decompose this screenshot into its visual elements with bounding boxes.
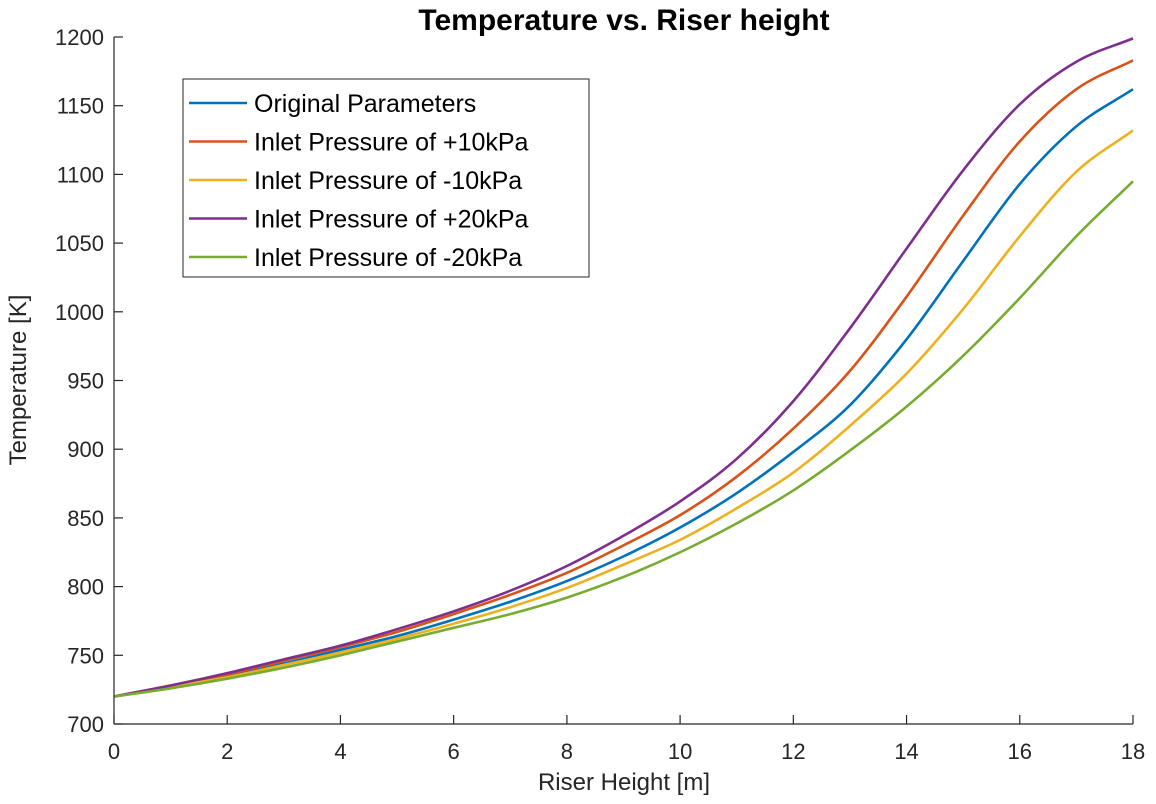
series-line-2 [113,59,1134,698]
series-line-4 [113,37,1134,698]
y-tick-label: 950 [67,369,104,394]
legend-label-3: Inlet Pressure of -10kPa [254,167,522,195]
x-tick-label: 4 [334,739,346,764]
x-tick-label: 2 [221,739,233,764]
x-tick-label: 12 [781,739,805,764]
legend-items: Original Parameters Inlet Pressure of +10… [189,90,529,272]
y-axis-title: Temperature [K] [5,295,32,466]
y-tick-label: 750 [67,643,104,668]
x-tick-label: 14 [894,739,918,764]
series-line-1 [113,88,1134,698]
x-tick-label: 0 [108,739,120,764]
x-tick-label: 16 [1008,739,1032,764]
legend-box [182,78,590,278]
y-tick-label: 850 [67,506,104,531]
series-line-3 [113,129,1134,698]
y-tick-label: 800 [67,575,104,600]
y-tick-label: 1000 [55,300,104,325]
x-tick-label: 18 [1121,739,1145,764]
axes: 0 2 4 6 8 10 12 14 16 18 700 750 800 850 900 950 1000 105… [55,25,1145,764]
legend-label-1: Original Parameters [254,90,476,118]
series-line-5 [113,180,1134,698]
y-tick-label: 1050 [55,231,104,256]
x-tick-label: 10 [668,739,692,764]
y-tick-label: 1100 [57,162,104,187]
legend-label-2: Inlet Pressure of +10kPa [254,129,529,157]
x-axis-title: Riser Height [m] [538,769,710,796]
y-tick-label: 1150 [57,94,104,119]
y-tick-label: 900 [67,437,104,462]
chart-title: Temperature vs. Riser height [418,4,829,37]
y-tick-label: 1200 [55,25,104,50]
series-layer [113,37,1134,698]
legend-label-5: Inlet Pressure of -20kPa [254,244,522,272]
y-tick-label: 700 [67,712,104,737]
legend-label-4: Inlet Pressure of +20kPa [254,206,529,234]
x-tick-label: 8 [561,739,573,764]
x-tick-label: 6 [448,739,460,764]
legend: Original Parameters Inlet Pressure of +10… [182,78,590,278]
